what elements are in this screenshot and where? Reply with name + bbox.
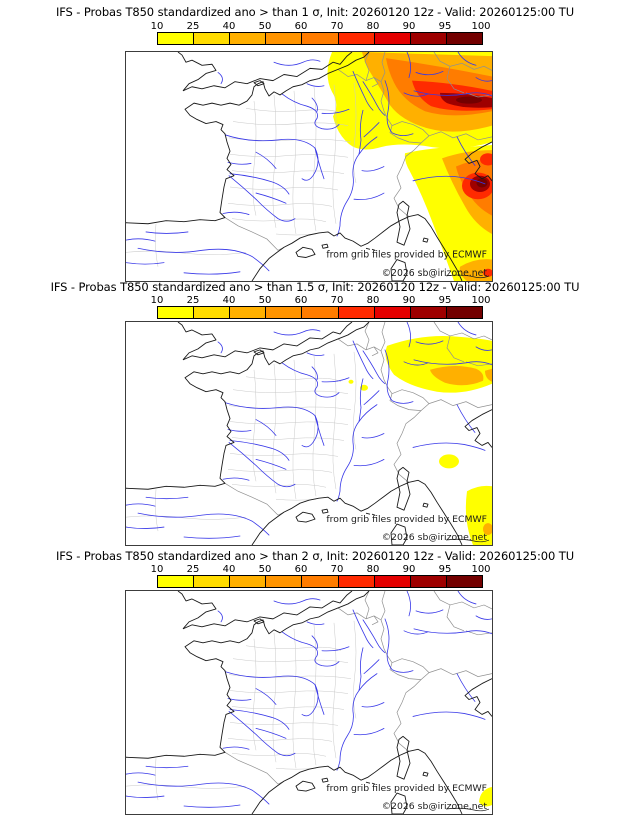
credit-ecmwf-text: from grib files provided by ECMWF bbox=[326, 783, 487, 794]
colorbar-tick-label: 60 bbox=[294, 564, 308, 575]
colorbar-segment bbox=[266, 33, 303, 44]
colorbar-tick-label: 100 bbox=[471, 295, 491, 306]
panel3-probability-overlay bbox=[479, 787, 492, 807]
colorbar-tick-label: 50 bbox=[258, 21, 272, 32]
colorbar-tick-label: 60 bbox=[294, 295, 308, 306]
colorbar-tick-label: 40 bbox=[222, 295, 236, 306]
panel1-map: from grib files provided by ECMWF ©2026 … bbox=[125, 51, 493, 282]
credit-copyright-text: ©2026 sb@irizone.net bbox=[382, 801, 488, 812]
colorbar-tick-label: 100 bbox=[471, 564, 491, 575]
colorbar-tick-label: 90 bbox=[402, 21, 416, 32]
panel2-map-svg: from grib files provided by ECMWF ©2026 … bbox=[126, 322, 492, 545]
colorbar-tick-label: 80 bbox=[366, 295, 380, 306]
colorbar-tick-label: 90 bbox=[402, 295, 416, 306]
panel1-map-svg: from grib files provided by ECMWF ©2026 … bbox=[126, 52, 492, 281]
panel1-colorbar: 10 25 40 50 60 70 80 90 95 100 bbox=[151, 21, 491, 45]
colorbar-segment bbox=[338, 576, 375, 587]
credit-ecmwf-text: from grib files provided by ECMWF bbox=[326, 249, 487, 260]
colorbar-tick-row: 10 25 40 50 60 70 80 90 95 100 bbox=[151, 295, 491, 306]
colorbar-segment bbox=[410, 307, 447, 318]
colorbar-segment bbox=[158, 576, 195, 587]
panel3-map-svg: from grib files provided by ECMWF ©2026 … bbox=[126, 591, 492, 814]
colorbar-gradient-bar bbox=[157, 32, 483, 45]
colorbar-tick-label: 50 bbox=[258, 295, 272, 306]
panel1-probability-overlay bbox=[327, 52, 492, 281]
colorbar-segment bbox=[374, 307, 411, 318]
colorbar-tick-row: 10 25 40 50 60 70 80 90 95 100 bbox=[151, 564, 491, 575]
colorbar-tick-label: 70 bbox=[330, 21, 344, 32]
credit-copyright-text: ©2026 sb@irizone.net bbox=[382, 268, 488, 279]
colorbar-tick-label: 95 bbox=[438, 564, 452, 575]
colorbar-tick-label: 70 bbox=[330, 564, 344, 575]
colorbar-segment bbox=[374, 33, 411, 44]
colorbar-tick-label: 10 bbox=[150, 295, 164, 306]
panel1-title: IFS - Probas T850 standardized ano > tha… bbox=[55, 5, 575, 19]
colorbar-tick-label: 95 bbox=[438, 295, 452, 306]
colorbar-segment bbox=[230, 576, 267, 587]
colorbar-tick-label: 60 bbox=[294, 21, 308, 32]
colorbar-segment bbox=[446, 307, 482, 318]
colorbar-segment bbox=[302, 576, 339, 587]
colorbar-tick-label: 70 bbox=[330, 295, 344, 306]
colorbar-segment bbox=[446, 576, 482, 587]
colorbar-tick-label: 100 bbox=[471, 21, 491, 32]
colorbar-tick-label: 25 bbox=[186, 564, 200, 575]
colorbar-segment bbox=[338, 33, 375, 44]
colorbar-segment bbox=[446, 33, 482, 44]
colorbar-segment bbox=[302, 33, 339, 44]
colorbar-tick-label: 25 bbox=[186, 21, 200, 32]
colorbar-tick-label: 90 bbox=[402, 564, 416, 575]
colorbar-segment bbox=[338, 307, 375, 318]
colorbar-tick-row: 10 25 40 50 60 70 80 90 95 100 bbox=[151, 21, 491, 32]
colorbar-segment bbox=[194, 33, 231, 44]
colorbar-tick-label: 95 bbox=[438, 21, 452, 32]
colorbar-segment bbox=[158, 33, 195, 44]
colorbar-tick-label: 40 bbox=[222, 564, 236, 575]
colorbar-segment bbox=[230, 33, 267, 44]
colorbar-tick-label: 40 bbox=[222, 21, 236, 32]
colorbar-gradient-bar bbox=[157, 306, 483, 319]
colorbar-segment bbox=[158, 307, 195, 318]
colorbar-segment bbox=[374, 576, 411, 587]
panel3-colorbar: 10 25 40 50 60 70 80 90 95 100 bbox=[151, 564, 491, 588]
panel3-title: IFS - Probas T850 standardized ano > tha… bbox=[55, 549, 575, 563]
panel2-title: IFS - Probas T850 standardized ano > tha… bbox=[50, 280, 580, 294]
colorbar-tick-label: 50 bbox=[258, 564, 272, 575]
colorbar-segment bbox=[194, 576, 231, 587]
credit-ecmwf-text: from grib files provided by ECMWF bbox=[326, 514, 487, 525]
colorbar-segment bbox=[410, 33, 447, 44]
colorbar-segment bbox=[410, 576, 447, 587]
colorbar-tick-label: 80 bbox=[366, 21, 380, 32]
colorbar-segment bbox=[302, 307, 339, 318]
panel3-map: from grib files provided by ECMWF ©2026 … bbox=[125, 590, 493, 815]
colorbar-segment bbox=[230, 307, 267, 318]
colorbar-segment bbox=[194, 307, 231, 318]
colorbar-segment bbox=[266, 307, 303, 318]
panel2-map: from grib files provided by ECMWF ©2026 … bbox=[125, 321, 493, 546]
colorbar-gradient-bar bbox=[157, 575, 483, 588]
colorbar-segment bbox=[266, 576, 303, 587]
panel2-colorbar: 10 25 40 50 60 70 80 90 95 100 bbox=[151, 295, 491, 319]
colorbar-tick-label: 10 bbox=[150, 564, 164, 575]
colorbar-tick-label: 10 bbox=[150, 21, 164, 32]
colorbar-tick-label: 80 bbox=[366, 564, 380, 575]
credit-copyright-text: ©2026 sb@irizone.net bbox=[382, 532, 488, 543]
colorbar-tick-label: 25 bbox=[186, 295, 200, 306]
